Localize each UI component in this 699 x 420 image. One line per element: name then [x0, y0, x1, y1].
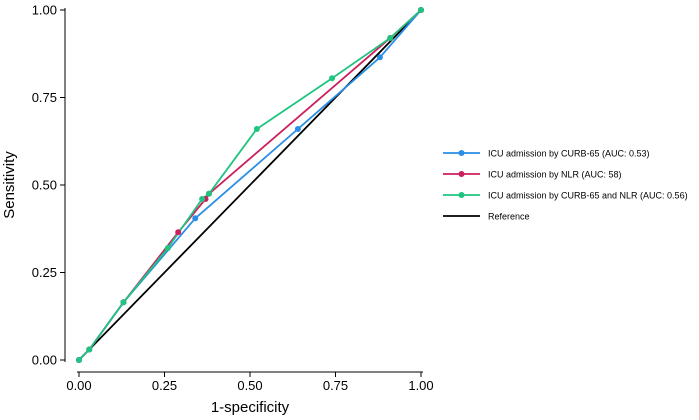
legend-swatch-marker	[458, 192, 465, 198]
series-point-0	[294, 126, 301, 132]
series-lines	[78, 9, 422, 361]
series-point-2	[387, 35, 394, 41]
series-point-2	[199, 196, 206, 202]
series-markers	[76, 7, 424, 363]
series-point-2	[76, 357, 82, 363]
series-line-3	[78, 9, 422, 361]
x-tick-label: 0.25	[152, 378, 177, 393]
series-point-2	[418, 7, 424, 13]
series-point-2	[329, 75, 336, 82]
x-tick-label: 0.75	[323, 378, 348, 393]
axes: 0.00 0.25 0.50 0.75 1.00 0.00 0.25 0.50 0.75 1.00	[32, 3, 434, 394]
series-point-2	[253, 126, 260, 132]
x-axis-title: 1-specificity	[211, 399, 290, 416]
legend-swatch-marker	[458, 150, 465, 156]
legend-label: ICU admission by CURB-65 and NLR (AUC: 0…	[488, 191, 688, 201]
y-tick-label: 0.75	[32, 90, 57, 105]
y-tick-label: 0.50	[32, 178, 57, 193]
series-point-0	[376, 54, 383, 61]
series-point-2	[86, 346, 93, 353]
series-point-1	[175, 229, 182, 236]
y-tick-label: 0.25	[32, 265, 57, 280]
legend-label: Reference	[488, 212, 530, 222]
x-tick-label: 1.00	[408, 378, 433, 393]
y-tick-label: 0.00	[32, 353, 57, 368]
y-axis-title: Sensitivity	[1, 151, 18, 219]
legend-swatch-marker	[458, 171, 465, 177]
series-point-2	[205, 190, 212, 197]
x-tick-label: 0.00	[66, 378, 91, 393]
legend: ICU admission by CURB-65 (AUC: 0.53) ICU …	[443, 149, 688, 222]
legend-label: ICU admission by CURB-65 (AUC: 0.53)	[488, 149, 650, 159]
legend-label: ICU admission by NLR (AUC: 58)	[488, 170, 622, 180]
x-tick-label: 0.50	[237, 378, 262, 393]
y-tick-label: 1.00	[32, 3, 57, 18]
series-point-0	[192, 215, 199, 222]
series-point-2	[164, 245, 171, 251]
series-point-2	[120, 299, 127, 306]
